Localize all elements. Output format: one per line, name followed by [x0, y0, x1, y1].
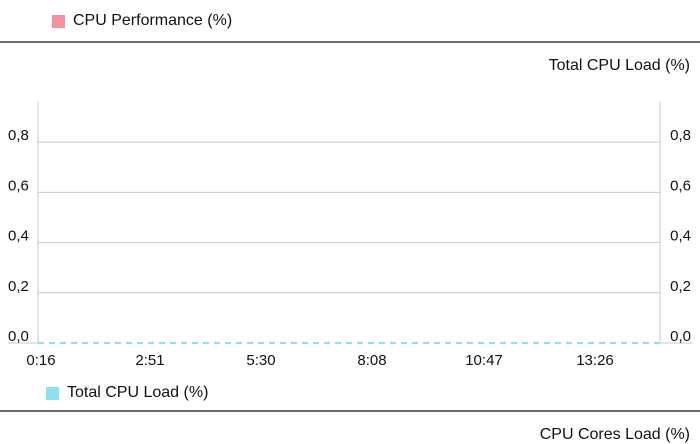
- section-divider-top: [0, 41, 700, 43]
- y-tick-labels-left: 0,0 0,2 0,4 0,6 0,8: [8, 127, 29, 345]
- x-tick-label: 0:16: [26, 352, 55, 369]
- x-tick-labels: 0:16 2:51 5:30 8:08 10:47 13:26: [26, 352, 613, 369]
- y-tick-labels-right: 0,0 0,2 0,4 0,6 0,8: [670, 127, 691, 345]
- y-tick-label-left: 0,6: [8, 177, 29, 194]
- x-tick-label: 8:08: [357, 352, 386, 369]
- axis-layer: [8, 102, 692, 344]
- y-tick-label-right: 0,6: [670, 177, 691, 194]
- y-tick-label-right: 0,8: [670, 127, 691, 144]
- x-tick-label: 10:47: [465, 352, 503, 369]
- y-tick-label-right: 0,2: [670, 278, 691, 295]
- y-tick-label-left: 0,8: [8, 127, 29, 144]
- next-panel-title: CPU Cores Load (%): [539, 426, 690, 443]
- x-tick-label: 5:30: [246, 352, 275, 369]
- section-divider-bottom: [0, 410, 700, 412]
- cpu-performance-legend-label: CPU Performance (%): [73, 12, 233, 29]
- total-cpu-load-swatch: [46, 386, 59, 400]
- x-tick-label: 2:51: [135, 352, 164, 369]
- y-tick-label-left: 0,0: [8, 328, 29, 345]
- y-tick-label-right: 0,0: [670, 328, 691, 345]
- y-tick-label-left: 0,4: [8, 228, 29, 245]
- cpu-performance-swatch: [52, 14, 65, 28]
- panel-title: Total CPU Load (%): [548, 57, 690, 74]
- total-cpu-load-legend[interactable]: Total CPU Load (%): [46, 384, 208, 402]
- total-cpu-load-legend-label: Total CPU Load (%): [67, 384, 209, 401]
- y-tick-label-left: 0,2: [8, 278, 29, 295]
- y-tick-label-right: 0,4: [670, 228, 691, 245]
- cpu-performance-legend[interactable]: CPU Performance (%): [52, 12, 232, 30]
- total-cpu-load-chart: 0,0 0,2 0,4 0,6 0,8 0,0 0,2 0,4 0,6 0,8 0:16 2:51…: [8, 102, 692, 369]
- grid-layer: [38, 141, 660, 294]
- x-tick-label: 13:26: [576, 352, 614, 369]
